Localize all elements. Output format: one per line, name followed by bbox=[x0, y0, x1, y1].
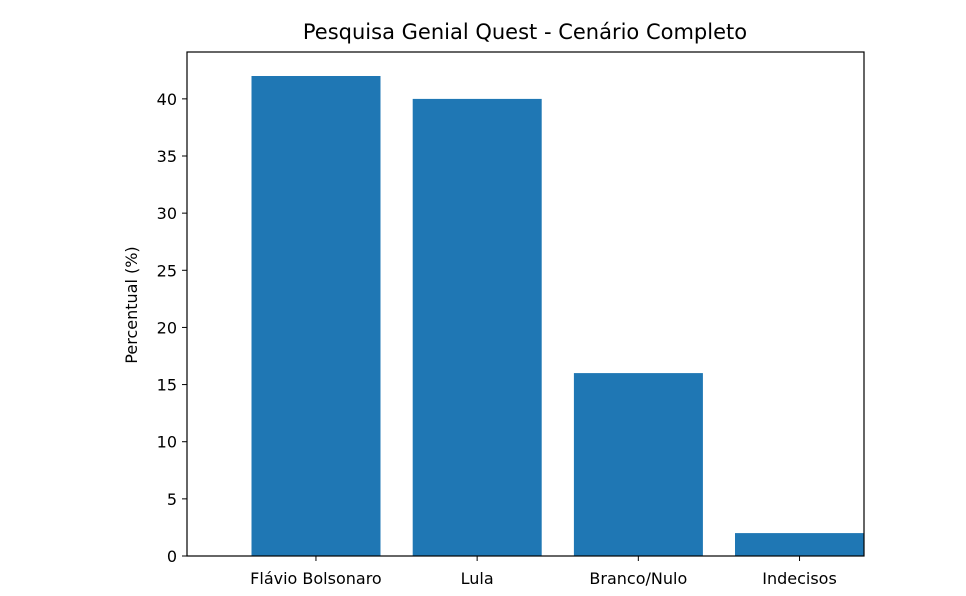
x-tick-label: Indecisos bbox=[762, 569, 837, 588]
y-tick-label: 25 bbox=[157, 261, 177, 280]
y-tick-label: 5 bbox=[167, 490, 177, 509]
chart-title: Pesquisa Genial Quest - Cenário Completo bbox=[303, 20, 747, 44]
y-tick-label: 30 bbox=[157, 204, 177, 223]
y-tick-label: 10 bbox=[157, 433, 177, 452]
x-tick-label: Branco/Nulo bbox=[589, 569, 687, 588]
x-tick-label: Lula bbox=[461, 569, 494, 588]
plot-frame bbox=[186, 51, 865, 557]
y-tick-label: 40 bbox=[157, 90, 177, 109]
bar-0 bbox=[251, 76, 381, 556]
x-tick-label: Flávio Bolsonaro bbox=[250, 569, 382, 588]
y-axis: 0 5 10 15 20 25 30 35 40 bbox=[157, 90, 187, 566]
y-tick-label: 0 bbox=[167, 547, 177, 566]
bar-2 bbox=[573, 373, 703, 556]
x-axis: Flávio Bolsonaro Lula Branco/Nulo Indecisos bbox=[250, 556, 837, 588]
y-tick-label: 20 bbox=[157, 318, 177, 337]
bar-3 bbox=[735, 533, 864, 556]
y-tick-label: 15 bbox=[157, 376, 177, 395]
bars-group bbox=[251, 76, 864, 557]
bar-1 bbox=[412, 98, 542, 557]
y-tick-label: 35 bbox=[157, 147, 177, 166]
y-axis-label: Percentual (%) bbox=[122, 246, 141, 363]
